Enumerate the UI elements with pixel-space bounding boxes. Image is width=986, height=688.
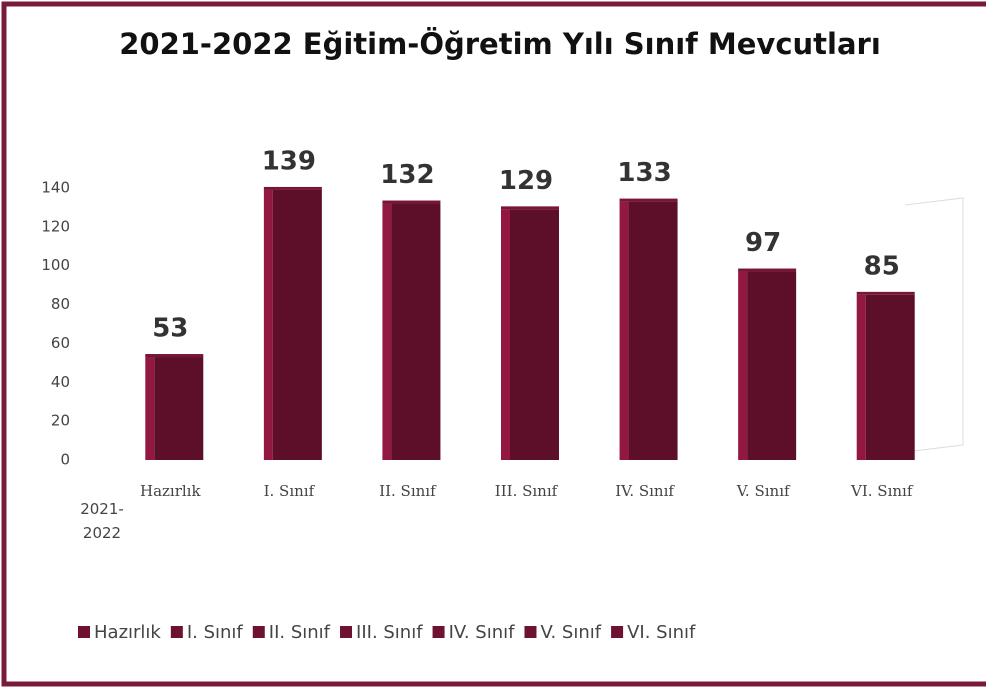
bar-top <box>501 206 559 210</box>
bar-top <box>263 186 322 190</box>
bar-top <box>738 268 797 272</box>
bar <box>747 271 797 460</box>
legend-label: VI. Sınıf <box>627 622 696 643</box>
bar-top <box>145 354 204 358</box>
legend-label: IV. Sınıf <box>449 622 516 643</box>
bar <box>510 209 559 460</box>
legend-swatch <box>170 626 183 638</box>
bar-side <box>145 357 155 460</box>
legend-label: I. Sınıf <box>187 622 244 643</box>
bar-top <box>382 200 441 204</box>
data-label: 129 <box>499 166 553 196</box>
legend-swatch <box>78 626 90 638</box>
bar-top <box>856 291 915 295</box>
y-tick-label: 0 <box>60 451 70 469</box>
y-tick-label: 80 <box>51 295 70 313</box>
bar <box>154 357 204 460</box>
x-label: III. Sınıf <box>495 482 559 500</box>
legend-swatch <box>432 626 445 638</box>
data-label: 97 <box>745 228 781 258</box>
legend-swatch <box>340 626 353 638</box>
bar <box>391 203 441 461</box>
y-tick-label: 140 <box>41 179 70 197</box>
legend-label: V. Sınıf <box>540 622 601 643</box>
data-label: 139 <box>262 146 316 176</box>
category-label: 2021-2022 <box>80 500 124 542</box>
bar <box>865 294 915 460</box>
y-tick-label: 120 <box>41 217 70 235</box>
x-label: Hazırlık <box>140 482 201 500</box>
bar-side <box>263 189 273 460</box>
x-label: V. Sınıf <box>736 482 791 500</box>
bar-side <box>501 209 510 460</box>
legend-swatch <box>252 626 265 638</box>
legend-label: Hazırlık <box>94 622 161 643</box>
x-label: I. Sınıf <box>264 482 316 500</box>
x-label: IV. Sınıf <box>615 482 675 500</box>
bar-side <box>382 203 392 461</box>
bar <box>272 189 322 460</box>
y-tick-label: 40 <box>51 373 70 391</box>
x-label: VI. Sınıf <box>850 482 914 500</box>
data-label: 53 <box>152 314 188 344</box>
data-label: 85 <box>864 251 900 281</box>
y-tick-label: 100 <box>41 256 70 274</box>
bar-top <box>619 198 678 202</box>
legend-label: III. Sınıf <box>356 622 423 643</box>
x-label: II. Sınıf <box>379 482 437 500</box>
legend-swatch <box>524 626 537 638</box>
y-tick-label: 20 <box>51 412 70 430</box>
legend-swatch <box>611 626 624 638</box>
bar <box>628 201 678 460</box>
data-label: 133 <box>617 158 671 188</box>
data-label: 132 <box>380 160 434 190</box>
bar-side <box>619 201 629 460</box>
chart-title: 2021-2022 Eğitim-Öğretim Yılı Sınıf Mevc… <box>119 27 881 61</box>
legend-label: II. Sınıf <box>269 622 331 643</box>
bar-side <box>856 294 866 460</box>
plot-edge <box>904 197 964 453</box>
bar-side <box>738 271 748 460</box>
y-tick-label: 60 <box>51 334 70 352</box>
